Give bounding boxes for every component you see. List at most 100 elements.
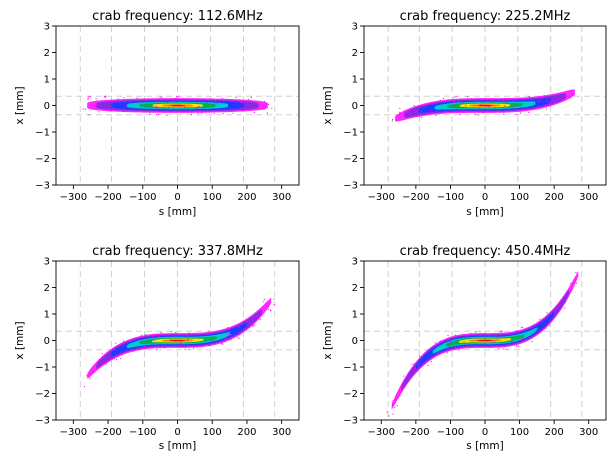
halo-particle bbox=[520, 106, 522, 108]
halo-particle bbox=[230, 339, 232, 341]
y-tick-label: 3 bbox=[44, 22, 50, 33]
halo-particle bbox=[451, 105, 453, 107]
halo-particle bbox=[398, 390, 400, 392]
halo-particle bbox=[161, 111, 164, 113]
halo-particle bbox=[115, 342, 117, 344]
halo-particle bbox=[506, 348, 508, 350]
x-tick-label: 0 bbox=[482, 192, 488, 203]
halo-particle bbox=[479, 331, 481, 333]
halo-particle bbox=[538, 100, 541, 102]
halo-particle bbox=[125, 106, 127, 108]
halo-particle bbox=[500, 337, 502, 339]
halo-particle bbox=[548, 324, 551, 326]
halo-particle bbox=[123, 100, 126, 102]
halo-particle bbox=[170, 338, 172, 340]
halo-particle bbox=[269, 310, 272, 312]
halo-particle bbox=[176, 109, 178, 111]
halo-particle bbox=[145, 333, 147, 336]
halo-particle bbox=[192, 348, 195, 350]
halo-particle bbox=[152, 104, 154, 107]
halo-particle bbox=[420, 112, 422, 114]
halo-particle bbox=[470, 333, 472, 335]
halo-particle bbox=[157, 111, 159, 113]
halo-particle bbox=[453, 97, 455, 99]
x-tick-label: 300 bbox=[272, 192, 291, 203]
y-tick-label: 1 bbox=[352, 310, 358, 321]
halo-particle bbox=[403, 386, 405, 388]
halo-particle bbox=[160, 332, 162, 334]
halo-particle bbox=[151, 335, 154, 338]
halo-particle bbox=[263, 100, 265, 103]
halo-particle bbox=[517, 330, 519, 332]
x-tick-label: 300 bbox=[579, 427, 598, 438]
halo-particle bbox=[82, 108, 84, 110]
y-tick-label: −2 bbox=[35, 389, 50, 400]
x-tick-label: −300 bbox=[60, 192, 87, 203]
x-tick-label: 300 bbox=[272, 427, 291, 438]
halo-particle bbox=[102, 363, 104, 365]
halo-particle bbox=[256, 315, 258, 317]
halo-particle bbox=[83, 386, 86, 388]
halo-particle bbox=[257, 104, 259, 106]
halo-particle bbox=[454, 334, 456, 336]
halo-particle bbox=[516, 345, 518, 347]
halo-particle bbox=[546, 312, 548, 314]
halo-particle bbox=[504, 346, 506, 348]
halo-particle bbox=[208, 344, 210, 347]
halo-particle bbox=[404, 113, 406, 115]
y-tick-label: −1 bbox=[343, 363, 358, 374]
halo-particle bbox=[545, 327, 547, 329]
halo-particle bbox=[446, 111, 448, 113]
halo-particle bbox=[575, 272, 577, 274]
y-tick-label: −3 bbox=[35, 416, 50, 427]
halo-particle bbox=[392, 404, 394, 406]
halo-particle bbox=[421, 110, 423, 113]
halo-particle bbox=[235, 96, 237, 98]
halo-particle bbox=[439, 99, 441, 101]
density-band-7 bbox=[170, 339, 185, 342]
halo-particle bbox=[458, 349, 460, 351]
halo-particle bbox=[239, 101, 242, 103]
halo-particle bbox=[188, 348, 190, 350]
halo-particle bbox=[424, 105, 426, 107]
halo-particle bbox=[238, 337, 240, 340]
halo-particle bbox=[180, 343, 182, 345]
halo-particle bbox=[156, 334, 158, 336]
halo-particle bbox=[196, 108, 198, 110]
y-tick-label: −2 bbox=[343, 154, 358, 165]
halo-particle bbox=[543, 95, 545, 97]
halo-particle bbox=[242, 110, 244, 112]
x-axis-label: s [mm] bbox=[159, 206, 196, 218]
halo-particle bbox=[150, 343, 152, 346]
halo-particle bbox=[488, 98, 490, 100]
halo-particle bbox=[200, 110, 202, 112]
halo-particle bbox=[158, 101, 160, 103]
halo-particle bbox=[186, 334, 188, 336]
halo-particle bbox=[108, 109, 110, 111]
y-tick-label: −1 bbox=[35, 363, 50, 374]
halo-particle bbox=[430, 358, 432, 360]
halo-particle bbox=[470, 98, 472, 100]
y-tick-label: 3 bbox=[44, 257, 50, 268]
halo-particle bbox=[104, 95, 106, 97]
halo-particle bbox=[103, 96, 105, 98]
halo-particle bbox=[480, 103, 482, 105]
halo-particle bbox=[430, 360, 432, 363]
halo-particle bbox=[514, 102, 516, 104]
halo-particle bbox=[122, 110, 124, 113]
subplot-title: crab frequency: 112.6MHz bbox=[92, 9, 263, 24]
halo-particle bbox=[239, 333, 241, 335]
halo-particle bbox=[155, 349, 158, 351]
halo-particle bbox=[201, 112, 203, 114]
halo-particle bbox=[244, 102, 246, 104]
halo-particle bbox=[194, 333, 196, 335]
halo-particle bbox=[396, 405, 398, 407]
subplot-337mhz: crab frequency: 337.8MHz −300 −200 −100 0 10… bbox=[14, 244, 300, 452]
y-tick-label: 2 bbox=[44, 283, 50, 294]
halo-particle bbox=[267, 103, 269, 106]
halo-particle bbox=[116, 109, 118, 111]
halo-particle bbox=[134, 108, 136, 110]
halo-particle bbox=[489, 346, 491, 348]
halo-particle bbox=[546, 108, 548, 110]
halo-particle bbox=[123, 97, 125, 99]
